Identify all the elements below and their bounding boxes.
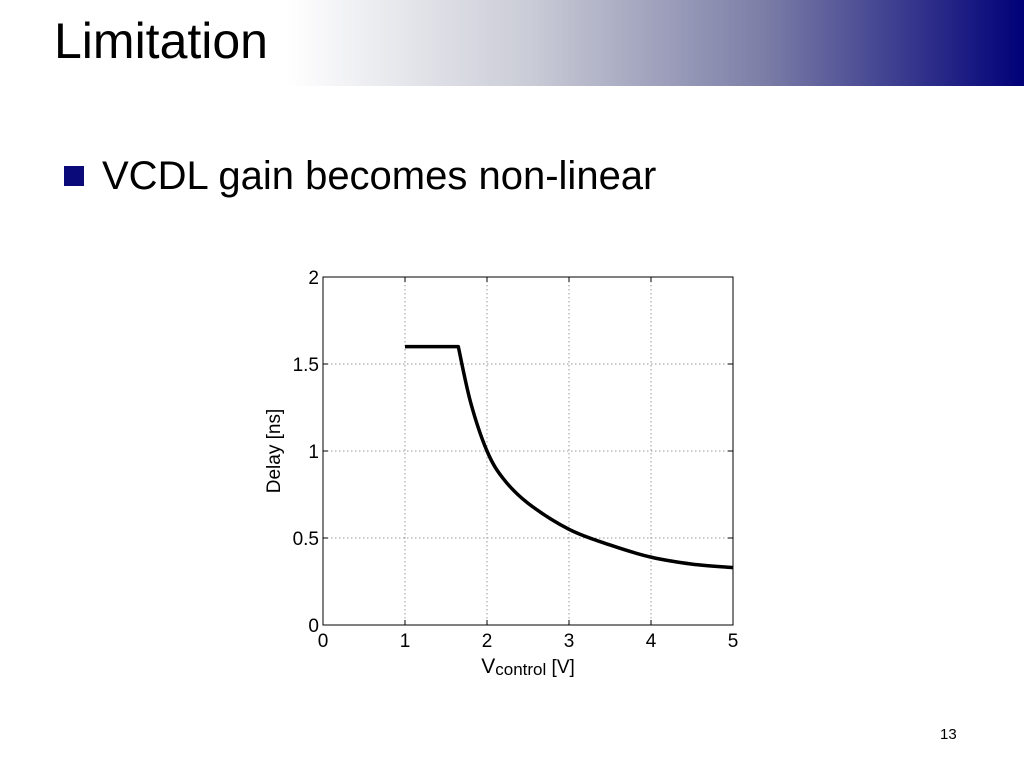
grid bbox=[323, 277, 733, 625]
y-tick-label: 1.5 bbox=[293, 355, 319, 376]
slide-title: Limitation bbox=[54, 13, 268, 69]
x-tick-label: 2 bbox=[482, 631, 493, 652]
x-axis-label: Vcontrol [V] bbox=[481, 655, 575, 679]
x-tick-label: 1 bbox=[400, 631, 411, 652]
x-tick-label: 5 bbox=[728, 631, 739, 652]
bullet-item: VCDL gain becomes non-linear bbox=[64, 156, 656, 196]
y-tick-label: 2 bbox=[308, 268, 319, 289]
y-axis-label: Delay [ns] bbox=[264, 409, 285, 493]
delay-chart: 0 1 2 3 4 5 0 0.5 1 1.5 2 Delay [ns] Vcontrol [V] bbox=[264, 268, 739, 679]
y-tick-label: 0 bbox=[308, 616, 319, 637]
x-tick-label: 0 bbox=[318, 631, 329, 652]
y-tick-label: 1 bbox=[308, 442, 319, 463]
x-tick-label: 4 bbox=[646, 631, 657, 652]
x-axis-label-unit: [V] bbox=[546, 657, 575, 678]
x-axis-label-main: V bbox=[481, 655, 495, 678]
y-tick-label: 0.5 bbox=[293, 529, 319, 550]
square-bullet-icon bbox=[64, 166, 84, 186]
ticks: 0 1 2 3 4 5 0 0.5 1 1.5 2 bbox=[293, 268, 739, 652]
bullet-text: VCDL gain becomes non-linear bbox=[102, 154, 657, 198]
x-axis-label-sub: control bbox=[495, 660, 546, 679]
title-banner bbox=[0, 0, 1024, 86]
x-tick-label: 3 bbox=[564, 631, 575, 652]
page-number: 13 bbox=[940, 726, 957, 743]
series-line bbox=[405, 344, 734, 570]
